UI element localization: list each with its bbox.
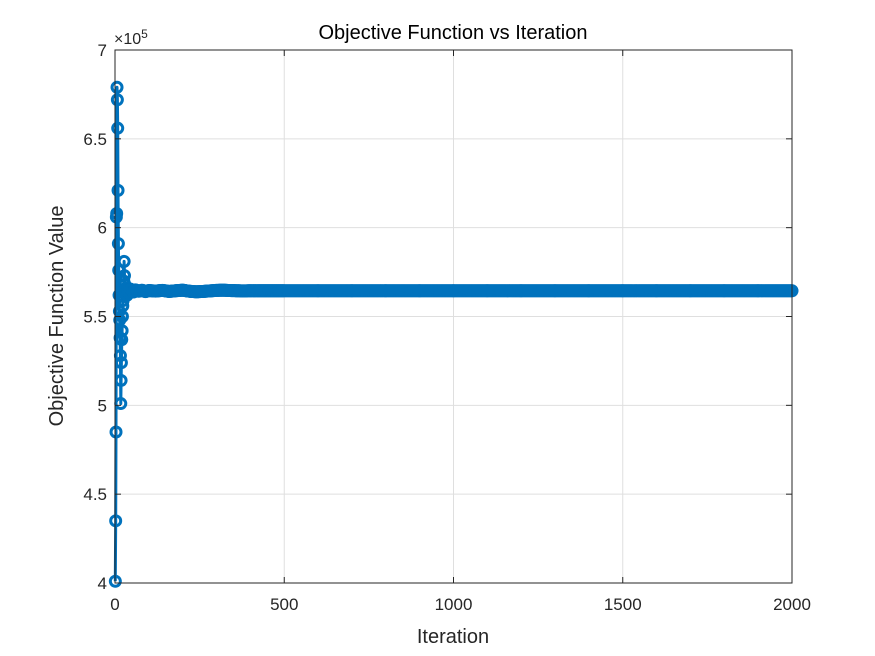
- data-point: [111, 183, 125, 197]
- y-axis-label: Objective Function Value: [46, 206, 68, 427]
- x-tick-label-4: 2000: [773, 595, 811, 614]
- data-point: [117, 254, 131, 268]
- tick-marks: [114, 49, 793, 584]
- y-tick-label-2: 5: [98, 396, 107, 415]
- y-axis-exponent-power: 5: [141, 27, 148, 41]
- data-point: [116, 299, 130, 313]
- x-tick-label-3: 1500: [604, 595, 642, 614]
- series-markers-0: [108, 80, 799, 588]
- data-point: [109, 514, 123, 528]
- y-tick-label-6: 7: [98, 41, 107, 60]
- data-point: [111, 237, 125, 251]
- data-point: [114, 356, 128, 370]
- tick-labels: 0 500 1000 1500 2000 4 4.5 5 5.5 6 6.5 7: [83, 41, 811, 614]
- data-point: [110, 80, 124, 94]
- data-point: [114, 373, 128, 387]
- y-tick-label-1: 4.5: [83, 485, 107, 504]
- x-tick-label-1: 500: [270, 595, 298, 614]
- y-tick-label-4: 6: [98, 219, 107, 238]
- data-point: [110, 93, 124, 107]
- y-tick-label-5: 6.5: [83, 130, 107, 149]
- data-point: [109, 425, 123, 439]
- data-point: [110, 206, 124, 220]
- y-axis-exponent-base: ×10: [114, 31, 141, 48]
- x-tick-label-0: 0: [110, 595, 119, 614]
- data-point: [114, 397, 128, 411]
- series-layer: [108, 80, 799, 588]
- chart-title: Objective Function vs Iteration: [318, 22, 587, 44]
- x-axis-label: Iteration: [417, 626, 489, 648]
- series-0: [108, 80, 799, 588]
- y-tick-label-0: 4: [98, 574, 107, 593]
- y-axis-exponent: ×105: [114, 27, 148, 48]
- data-point: [111, 121, 125, 135]
- data-point: [115, 324, 129, 338]
- x-tick-label-2: 1000: [435, 595, 473, 614]
- y-tick-label-3: 5.5: [83, 308, 107, 327]
